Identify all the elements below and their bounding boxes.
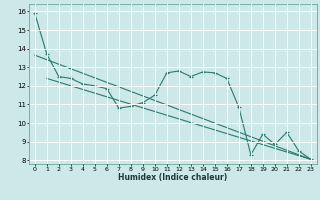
X-axis label: Humidex (Indice chaleur): Humidex (Indice chaleur): [118, 173, 228, 182]
